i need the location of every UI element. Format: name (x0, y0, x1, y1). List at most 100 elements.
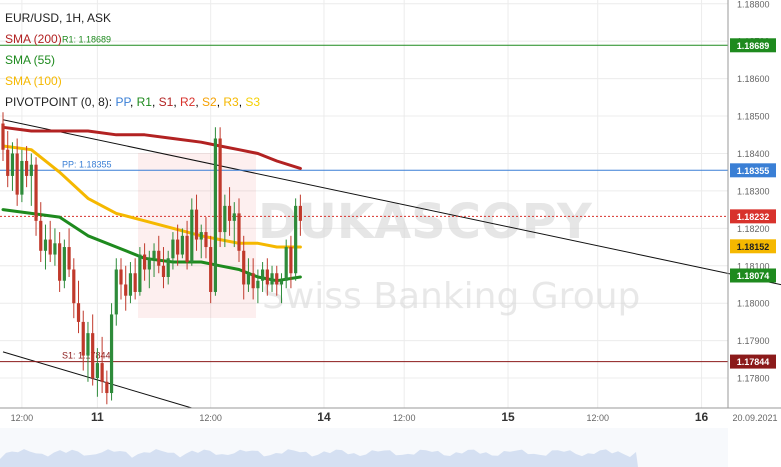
price-tick-label: 1.18000 (737, 299, 770, 309)
candle (218, 127, 222, 248)
tag-sma55: 1.18074 (730, 268, 776, 283)
tag-sma55-box (730, 268, 776, 283)
tag-sma100-box (730, 239, 776, 254)
candle-body (213, 138, 217, 292)
tag-s1: 1.17844 (730, 354, 776, 369)
candle-body (86, 333, 90, 356)
candle-body (298, 205, 302, 221)
legend-sma-100[interactable]: SMA (100) (5, 74, 62, 88)
candle-body (48, 239, 52, 255)
price-tags: 1.18689 1.18355 1.17844 1.18232 1.18152 1.180… (730, 38, 776, 369)
grid-lines (0, 0, 728, 408)
candle (100, 336, 104, 394)
level-label-s1: S1: 1.17844 (62, 351, 111, 361)
candle (20, 149, 24, 203)
trendline-upper (2, 119, 781, 286)
candle-body (119, 269, 123, 285)
candle (185, 220, 189, 270)
pivot-pp: PP (115, 95, 130, 109)
candle (265, 258, 269, 296)
time-tick-label: 20.09.2021 (732, 413, 777, 423)
time-tick-label: 12:00 (393, 413, 416, 423)
candle (6, 131, 10, 188)
candle (284, 239, 288, 289)
candle-body (133, 273, 137, 292)
candle-body (152, 250, 156, 259)
candle-body (204, 232, 208, 248)
price-tick-label: 1.18600 (737, 74, 770, 84)
candle (143, 243, 147, 281)
candle (204, 217, 208, 259)
candle-body (190, 209, 194, 263)
dukascopy-watermark: DUKASCOPY Swiss Banking Group (138, 153, 640, 318)
candle (91, 314, 95, 386)
candle (25, 145, 29, 188)
candle (171, 232, 175, 270)
candle (237, 198, 241, 263)
candle-body (166, 258, 170, 277)
candle (190, 198, 194, 266)
candle (147, 250, 151, 289)
level-label-pp: PP: 1.18355 (62, 159, 112, 169)
candle-body (265, 269, 269, 285)
candle-body (20, 160, 24, 195)
legend-sma-200[interactable]: SMA (200) (5, 32, 62, 46)
candle-body (95, 363, 99, 379)
tag-sma100-text: 1.18152 (737, 242, 770, 252)
tag-sma55-text: 1.18074 (737, 271, 770, 281)
legend-sma-55[interactable]: SMA (55) (5, 53, 56, 67)
candle (53, 228, 57, 266)
candle (298, 194, 302, 236)
candle (105, 370, 109, 405)
candle-body (29, 164, 33, 176)
candle-body (34, 164, 38, 221)
candle (67, 228, 71, 277)
candle (270, 265, 274, 292)
price-tick-label: 1.17900 (737, 336, 770, 346)
pivot-s2: S2 (202, 95, 217, 109)
price-tick-label: 1.18300 (737, 186, 770, 196)
legend-pivotpoint[interactable]: PIVOTPOINT (0, 8): PP, R1, S1, R2, S2, R… (5, 95, 261, 109)
candle-body (91, 333, 95, 379)
candle (72, 258, 76, 319)
time-tick-label: 11 (91, 410, 104, 424)
candle (176, 224, 180, 266)
price-tick-label: 1.18100 (737, 261, 770, 271)
candle (48, 220, 52, 263)
candle (256, 269, 260, 304)
candle-body (261, 269, 265, 281)
candle-body (242, 250, 246, 285)
tag-s1-box (730, 354, 776, 369)
tag-r1: 1.18689 (730, 38, 776, 53)
candle-body (251, 273, 255, 289)
candle-body (223, 205, 227, 233)
candle-body (25, 160, 29, 176)
candle (223, 194, 227, 248)
candle (128, 262, 133, 304)
candle-body (209, 247, 213, 292)
pivot-r1: R1 (136, 95, 152, 109)
tag-r1-box (730, 38, 776, 53)
tag-current-text: 1.18232 (737, 212, 770, 222)
candle-body (199, 232, 203, 240)
candle (76, 280, 81, 334)
candle (227, 187, 232, 236)
candle (10, 142, 15, 191)
tag-pp-text: 1.18355 (737, 166, 770, 176)
candle (39, 202, 43, 263)
volume-strip (0, 428, 728, 467)
price-tick-label: 1.18500 (737, 112, 770, 122)
price-tick-label: 1.18400 (737, 149, 770, 159)
candle-body (289, 247, 293, 274)
pivot-s1: S1 (158, 95, 174, 109)
pivot-prefix: PIVOTPOINT (0, 8): (5, 95, 116, 109)
candle (114, 258, 118, 326)
candle (133, 258, 137, 300)
time-tick-label: 12:00 (11, 413, 34, 423)
candle (294, 198, 298, 281)
candle (251, 258, 255, 300)
candle (232, 202, 236, 248)
candle-body (72, 269, 76, 304)
level-label-r1: R1: 1.18689 (62, 34, 111, 44)
